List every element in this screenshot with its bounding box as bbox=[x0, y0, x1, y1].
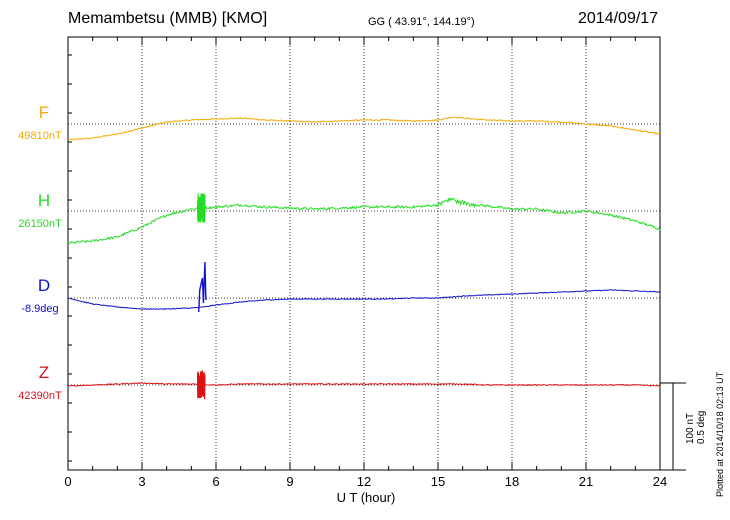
event-spike-z bbox=[196, 370, 206, 400]
series-line-d bbox=[67, 289, 661, 310]
x-tick-label: 15 bbox=[431, 474, 445, 489]
scale-bar-label: 100 nT 0.5 deg bbox=[685, 411, 707, 444]
date-label: 2014/09/17 bbox=[578, 10, 659, 27]
series-line-z bbox=[67, 381, 661, 387]
x-tick-label: 9 bbox=[286, 474, 293, 489]
x-tick-label: 3 bbox=[138, 474, 145, 489]
series-name-z: Z bbox=[39, 363, 49, 382]
station-title: Memambetsu (MMB) [KMO] bbox=[68, 10, 268, 27]
series-name-h: H bbox=[38, 191, 50, 210]
scale-deg-label: 0.5 deg bbox=[696, 410, 707, 444]
x-tick-label: 24 bbox=[653, 474, 667, 489]
scale-nt-label: 100 nT bbox=[685, 412, 696, 444]
event-spike-d bbox=[198, 261, 207, 313]
x-tick-label: 12 bbox=[357, 474, 371, 489]
series-name-d: D bbox=[38, 276, 50, 295]
series-line-h bbox=[67, 196, 661, 244]
x-axis-label: U T (hour) bbox=[337, 490, 396, 505]
event-spike-h bbox=[196, 193, 206, 223]
series-line-f bbox=[67, 116, 660, 141]
x-tick-label: 18 bbox=[505, 474, 519, 489]
coordinates-label: GG ( 43.91°, 144.19°) bbox=[368, 16, 475, 28]
series-baseline-z: 42390nT bbox=[18, 390, 62, 402]
plotted-timestamp: Plotted at 2014/10/18 02:13 UT bbox=[715, 371, 725, 497]
series-baseline-d: -8.9deg bbox=[21, 303, 58, 315]
x-tick-label: 0 bbox=[64, 474, 71, 489]
x-tick-label: 21 bbox=[579, 474, 593, 489]
series-baseline-h: 26150nT bbox=[18, 218, 62, 230]
x-tick-label: 6 bbox=[212, 474, 219, 489]
series-baseline-f: 49810nT bbox=[18, 130, 62, 142]
series-name-f: F bbox=[39, 103, 49, 122]
